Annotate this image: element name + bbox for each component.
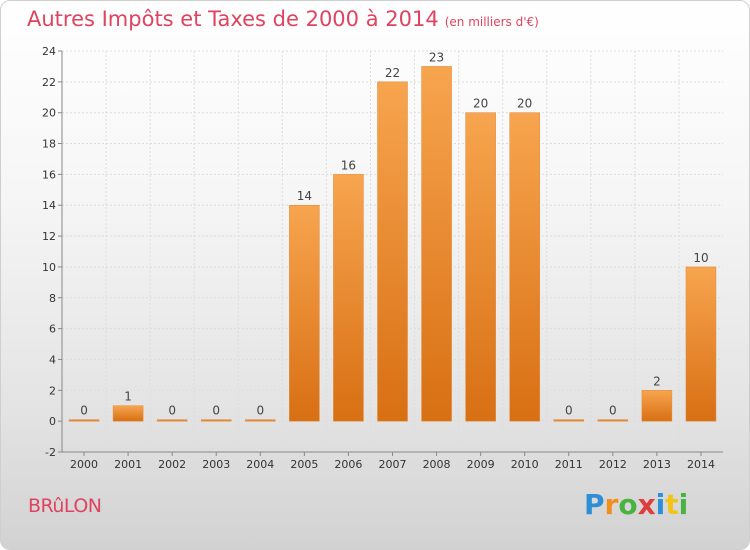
grid-lines	[62, 50, 723, 453]
bar	[68, 419, 100, 422]
data-label: 14	[297, 189, 312, 203]
bar	[685, 266, 717, 422]
chart-unit-label: (en milliers d'€)	[444, 15, 539, 29]
chart-title-text: Autres Impôts et Taxes de 2000 à 2014	[27, 7, 439, 31]
y-tick-label: 18	[42, 138, 56, 151]
y-tick-label: 6	[49, 323, 56, 336]
bar	[641, 390, 673, 422]
data-label: 0	[168, 404, 176, 418]
bars	[68, 66, 717, 422]
x-tick-label: 2003	[202, 458, 230, 471]
y-tick-label: 12	[42, 230, 56, 243]
x-tick-label: 2002	[158, 458, 186, 471]
data-label: 0	[80, 404, 88, 418]
y-tick-label: 8	[49, 292, 56, 305]
x-tick-label: 2010	[511, 458, 539, 471]
y-tick-label: 22	[42, 76, 56, 89]
y-tick-label: 16	[42, 168, 56, 181]
y-tick-label: 4	[49, 353, 56, 366]
bar	[553, 419, 585, 422]
x-tick-label: 2005	[290, 458, 318, 471]
y-tick-label: -2	[45, 446, 56, 459]
proxiti-logo: Proxiti	[584, 488, 689, 521]
x-tick-label: 2014	[687, 458, 715, 471]
chart-title: Autres Impôts et Taxes de 2000 à 2014 (en…	[27, 7, 539, 31]
town-name: BRûLON	[28, 495, 102, 517]
bar	[509, 112, 540, 422]
x-tick-label: 2007	[379, 458, 407, 471]
x-tick-label: 2004	[246, 458, 274, 471]
data-label: 10	[693, 251, 708, 265]
bar	[289, 204, 320, 422]
bar	[421, 66, 452, 422]
data-label: 0	[609, 404, 617, 418]
bar	[245, 419, 276, 422]
data-label: 20	[517, 97, 532, 111]
bar	[112, 405, 144, 422]
y-tick-label: 24	[42, 45, 56, 58]
data-label: 16	[341, 158, 356, 172]
data-label: 2	[653, 374, 661, 388]
x-tick-label: 2012	[599, 458, 627, 471]
y-tick-label: 14	[42, 199, 56, 212]
data-label: 0	[565, 404, 573, 418]
x-tick-label: 2009	[467, 458, 495, 471]
x-tick-label: 2011	[555, 458, 583, 471]
data-label: 20	[473, 97, 488, 111]
bar	[200, 419, 232, 422]
x-tick-label: 2001	[114, 458, 142, 471]
x-tick-label: 2008	[423, 458, 451, 471]
y-tick-label: 0	[49, 415, 56, 428]
x-tick-label: 2013	[643, 458, 671, 471]
bar	[333, 174, 364, 422]
y-tick-label: 20	[42, 107, 56, 120]
x-tick-label: 2000	[70, 458, 98, 471]
bar	[377, 81, 408, 422]
y-tick-label: 10	[42, 261, 56, 274]
data-label: 1	[124, 390, 132, 404]
y-tick-label: 2	[49, 384, 56, 397]
data-label: 0	[256, 404, 264, 418]
data-label: 0	[212, 404, 220, 418]
bar	[156, 419, 188, 422]
x-tick-label: 2006	[334, 458, 362, 471]
bar	[597, 419, 629, 422]
data-label: 23	[429, 50, 444, 64]
data-label: 22	[385, 66, 400, 80]
bar	[465, 112, 496, 422]
